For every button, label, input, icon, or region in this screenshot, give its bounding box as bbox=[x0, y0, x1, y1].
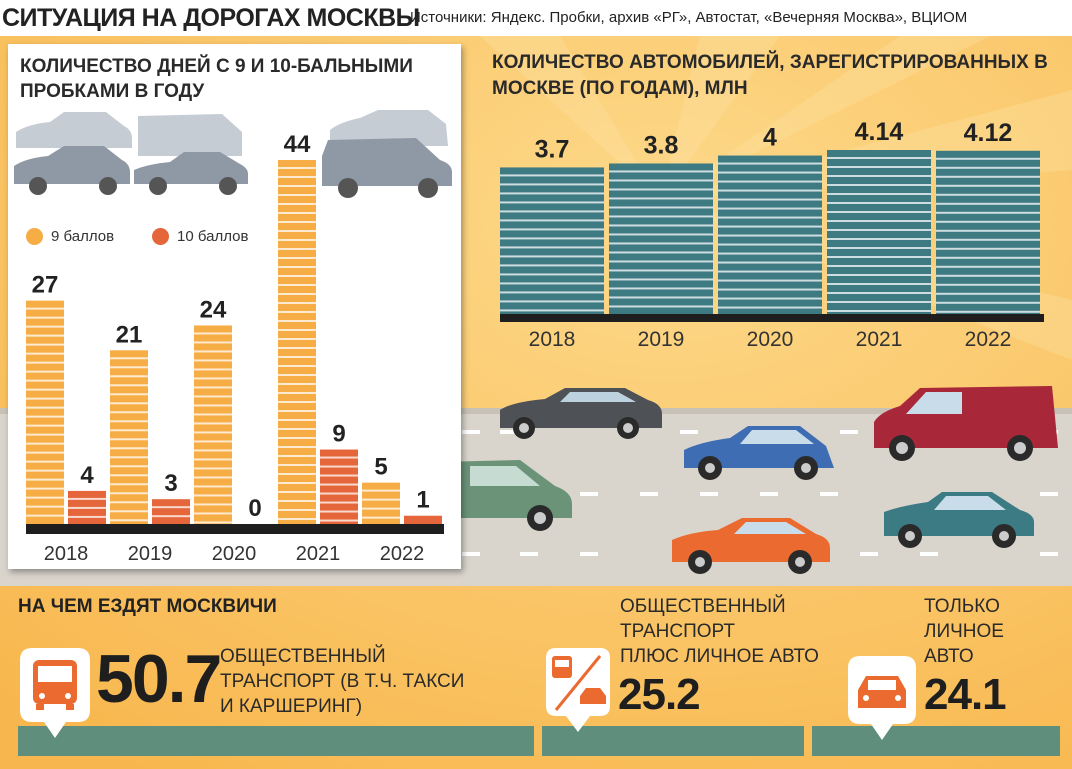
stat-label-combined-line-2: ТРАНСПОРТ bbox=[620, 621, 735, 642]
value-label-9-2018: 27 bbox=[32, 272, 59, 299]
traffic-jam-days-panel: КОЛИЧЕСТВО ДНЕЙ С 9 И 10-БАЛЬНЫМИ ПРОБКА… bbox=[8, 44, 461, 569]
stat-label-private-line-1: ТОЛЬКО bbox=[924, 596, 1000, 617]
registered-cars-title: КОЛИЧЕСТВО АВТОМОБИЛЕЙ, ЗАРЕГИСТРИРОВАНН… bbox=[492, 52, 1048, 99]
value-label-9-2020: 24 bbox=[200, 296, 227, 323]
grey-cars-illustration bbox=[14, 110, 452, 198]
car-orange-sedan bbox=[672, 518, 830, 574]
legend-swatch-10 bbox=[152, 228, 169, 245]
value-label-10-2020: 0 bbox=[248, 495, 261, 522]
modes-title: НА ЧЕМ ЕЗДЯТ МОСКВИЧИ bbox=[18, 596, 277, 617]
car-dark-sedan bbox=[500, 388, 662, 439]
bar-9-2018 bbox=[26, 300, 64, 524]
stat-label-combined: ОБЩЕСТВЕННЫЙ ТРАНСПОРТ ПЛЮС ЛИЧНОЕ АВТО bbox=[620, 594, 819, 669]
value-label-9-2022: 5 bbox=[374, 454, 387, 481]
stat-label-combined-line-1: ОБЩЕСТВЕННЫЙ bbox=[620, 596, 786, 617]
jam-chart-title: КОЛИЧЕСТВО ДНЕЙ С 9 И 10-БАЛЬНЫМИ ПРОБКА… bbox=[20, 56, 413, 102]
bar-9-2020 bbox=[194, 325, 232, 524]
sources-note: Источники: Яндекс. Пробки, архив «РГ», А… bbox=[410, 9, 968, 26]
value-label-10-2019: 3 bbox=[164, 470, 177, 497]
stat-label-private-line-3: АВТО bbox=[924, 646, 974, 667]
value-label-10-2021: 9 bbox=[332, 421, 345, 448]
legend-item-10: 10 баллов bbox=[152, 228, 248, 245]
bar-10-2022 bbox=[404, 515, 442, 524]
stat-label-private: ТОЛЬКО ЛИЧНОЕ АВТО bbox=[924, 594, 1004, 669]
jam-baseline bbox=[26, 524, 444, 534]
stat-bar-combined bbox=[542, 726, 804, 756]
stat-bar-public bbox=[18, 726, 534, 756]
stat-label-public: ОБЩЕСТВЕННЫЙ ТРАНСПОРТ (В Т.Ч. ТАКСИ И К… bbox=[220, 644, 464, 719]
bar-10-2018 bbox=[68, 490, 106, 524]
bar-9-2021 bbox=[278, 160, 316, 524]
jam-year-label-2019: 2019 bbox=[128, 543, 173, 565]
stat-label-public-line-3: И КАРШЕРИНГ) bbox=[220, 696, 363, 717]
stat-label-public-line-2: ТРАНСПОРТ (В Т.Ч. ТАКСИ bbox=[220, 671, 465, 692]
value-label-9-2019: 21 bbox=[116, 321, 143, 348]
legend-item-9: 9 баллов bbox=[26, 228, 114, 245]
jam-year-label-2022: 2022 bbox=[380, 543, 425, 565]
bar-10-2021 bbox=[320, 449, 358, 524]
legend-label-10: 10 баллов bbox=[177, 228, 249, 245]
value-label-9-2021: 44 bbox=[284, 131, 311, 158]
stat-label-public-line-1: ОБЩЕСТВЕННЫЙ bbox=[220, 646, 386, 667]
jam-year-label-2020: 2020 bbox=[212, 543, 257, 565]
bar-9-2022 bbox=[362, 482, 400, 524]
stat-value-public: 50.7 bbox=[96, 641, 222, 717]
car-teal-hatchback bbox=[884, 492, 1034, 548]
stat-bar-private bbox=[812, 726, 1060, 756]
car-green-suv bbox=[440, 460, 572, 531]
value-label-10-2022: 1 bbox=[416, 487, 429, 514]
car-red-van bbox=[874, 386, 1058, 461]
legend-label-9: 9 баллов bbox=[51, 228, 115, 245]
jam-year-label-2018: 2018 bbox=[44, 543, 89, 565]
bar-10-2019 bbox=[152, 499, 190, 524]
stat-label-combined-line-3: ПЛЮС ЛИЧНОЕ АВТО bbox=[620, 646, 819, 667]
bar-9-2019 bbox=[110, 350, 148, 524]
value-label-10-2018: 4 bbox=[80, 462, 94, 489]
page-title: СИТУАЦИЯ НА ДОРОГАХ МОСКВЫ bbox=[2, 4, 420, 32]
stat-value-private: 24.1 bbox=[924, 670, 1007, 719]
header-bar: СИТУАЦИЯ НА ДОРОГАХ МОСКВЫ Источники: Ян… bbox=[0, 0, 1072, 36]
jam-year-label-2021: 2021 bbox=[296, 543, 341, 565]
jam-days-bar-chart: 27 4 21 3 24 0 44 9 5 1 2018 2019 2020 2021 2022 bbox=[26, 131, 444, 565]
stat-value-combined: 25.2 bbox=[618, 670, 701, 719]
legend-swatch-9 bbox=[26, 228, 43, 245]
stat-label-private-line-2: ЛИЧНОЕ bbox=[924, 621, 1004, 642]
car-blue-hatchback bbox=[684, 426, 834, 480]
